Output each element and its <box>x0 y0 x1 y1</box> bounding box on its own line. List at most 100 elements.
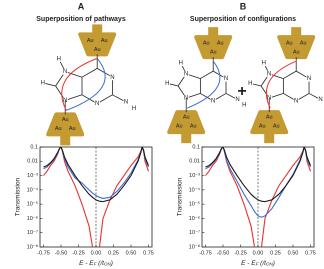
x-tick-label: 0.00 <box>253 250 264 256</box>
au-label: Au <box>203 41 210 47</box>
atom-label: N <box>307 76 311 82</box>
atom-label: N <box>267 71 271 77</box>
panel-letter: A <box>78 1 85 11</box>
x-tick-label: 0.50 <box>288 250 299 256</box>
atom-bg <box>261 60 267 67</box>
x-tick-label: -0.25 <box>72 250 85 256</box>
y-tick-label: 10⁻⁶ <box>27 215 38 222</box>
atom-bg <box>241 101 247 108</box>
y-tick-label: 10⁻⁴ <box>189 186 201 193</box>
atom-bg <box>123 99 129 105</box>
y-tick-label: 10⁻⁴ <box>27 186 39 193</box>
y-tick-label: 10⁻⁸ <box>189 243 200 250</box>
electrode-stem <box>208 27 219 39</box>
transmission-line <box>205 147 312 203</box>
atom-label: H <box>262 61 266 67</box>
x-tick-label: -0.75 <box>199 250 212 256</box>
x-tick-label: -0.50 <box>217 250 230 256</box>
x-tick-label: -0.50 <box>55 250 68 256</box>
atom-label: N <box>95 101 99 107</box>
au-label: Au <box>55 126 62 132</box>
atom-label: H <box>57 56 61 62</box>
panel-subtitle: Superposition of configurations <box>190 16 296 23</box>
panel-subtitle: Superposition of pathways <box>36 16 126 23</box>
x-tick-label: 0.50 <box>126 250 137 256</box>
electrode <box>194 35 233 60</box>
atom-bg <box>94 100 100 107</box>
atom-bg <box>40 79 46 86</box>
au-label: Au <box>183 115 190 121</box>
atom-label: N <box>211 98 215 104</box>
y-tick-label: 0.01 <box>189 159 200 165</box>
au-label: Au <box>300 41 307 47</box>
atom-label: N <box>224 76 228 82</box>
electrode-stem <box>291 27 302 39</box>
au-label: Au <box>94 47 101 53</box>
y-tick-label: 10⁻⁷ <box>27 229 38 236</box>
electrode <box>250 110 289 135</box>
atom-bg <box>223 75 229 82</box>
au-label: Au <box>266 115 273 121</box>
atom-label: H <box>179 61 183 67</box>
x-axis-label-part: ON <box>266 262 274 267</box>
pathway-arrow <box>187 60 221 109</box>
atom-label: N <box>63 69 67 75</box>
atom-label: N <box>124 100 128 106</box>
au-label: Au <box>286 41 293 47</box>
electrode-stem <box>60 134 71 146</box>
atom-bg <box>183 70 189 77</box>
au-label: Au <box>259 124 266 130</box>
pathway-arrow <box>265 60 297 109</box>
x-axis-label-part: ) <box>272 260 275 267</box>
electrode-stem <box>181 132 192 144</box>
au-label: Au <box>273 124 280 130</box>
y-tick-label: 10⁻⁵ <box>27 201 38 208</box>
au-label: Au <box>62 117 69 123</box>
atom-bg <box>210 97 216 104</box>
atom-label: N <box>110 75 114 81</box>
atom-label: H <box>165 81 169 87</box>
atom-label: H <box>242 102 246 108</box>
electrode-stem <box>264 132 275 144</box>
atom-bg <box>178 60 184 67</box>
atom-label: H <box>41 80 45 86</box>
atom-bg <box>62 68 68 75</box>
x-axis-label-part: ON <box>104 262 112 267</box>
y-axis-label: Transmission <box>177 177 184 216</box>
atom-bg <box>109 74 115 81</box>
x-tick-label: -0.25 <box>234 250 247 256</box>
y-axis-label: Transmission <box>15 177 22 216</box>
bond <box>81 68 98 78</box>
atom-label: H <box>132 106 136 112</box>
y-tick-label: 0.01 <box>27 159 38 165</box>
x-axis-label: E - EF (/tON) <box>241 260 275 267</box>
au-label: Au <box>293 50 300 56</box>
atom-label: N <box>318 97 322 103</box>
electrode <box>277 35 316 60</box>
au-label: Au <box>217 41 224 47</box>
atom-bg <box>306 75 312 82</box>
y-tick-label: 10⁻⁶ <box>189 215 200 222</box>
x-axis-label-part: (/t <box>96 260 105 267</box>
x-tick-label: 0.00 <box>91 250 102 256</box>
au-label: Au <box>101 38 108 44</box>
atom-bg <box>317 96 324 103</box>
atom-label: N <box>294 98 298 104</box>
au-label: Au <box>210 50 217 56</box>
atom-bg <box>131 105 137 112</box>
x-tick-label: -0.75 <box>37 250 50 256</box>
y-tick-label: 10⁻³ <box>27 173 38 179</box>
atom-label: H <box>248 81 252 87</box>
x-tick-label: 0.25 <box>270 250 281 256</box>
x-axis-label-part: ) <box>110 260 113 267</box>
pathway-arrow <box>66 58 106 111</box>
electrode <box>167 110 206 135</box>
atom-bg <box>234 96 241 103</box>
au-label: Au <box>176 124 183 130</box>
x-axis-label-part: (/t <box>258 260 267 267</box>
transmission-line <box>43 147 150 203</box>
x-axis-label-part: E - E <box>79 260 94 267</box>
atom-bg <box>247 80 253 87</box>
y-tick-label: 10⁻⁸ <box>27 243 38 250</box>
pathway-arrow <box>61 57 98 111</box>
